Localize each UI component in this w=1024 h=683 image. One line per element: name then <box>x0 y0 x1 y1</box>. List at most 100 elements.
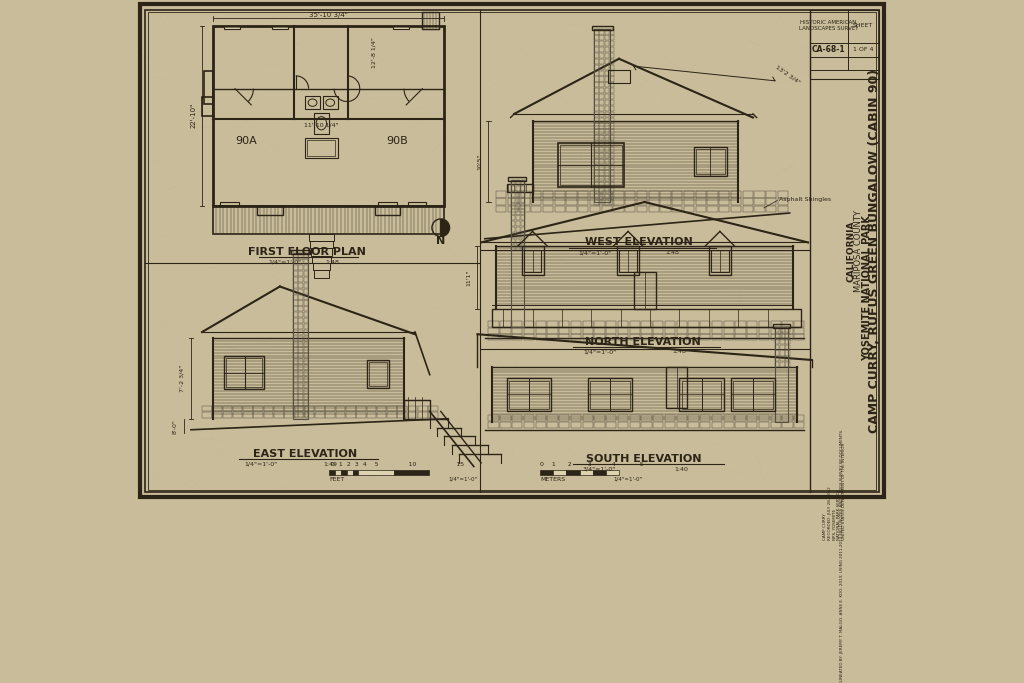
Bar <box>810 10 879 79</box>
Bar <box>794 328 805 333</box>
Bar <box>295 412 304 418</box>
Bar <box>755 191 765 197</box>
Bar <box>641 321 651 327</box>
Bar <box>397 406 407 411</box>
Bar <box>731 198 741 205</box>
Bar <box>511 227 515 232</box>
Bar <box>604 100 609 105</box>
Bar <box>735 321 745 327</box>
Bar <box>232 406 243 411</box>
Bar <box>293 301 298 305</box>
Bar <box>559 328 569 333</box>
Bar <box>264 406 273 411</box>
Bar <box>547 321 557 327</box>
Bar <box>604 111 609 117</box>
Bar <box>609 200 614 205</box>
Bar <box>370 362 387 386</box>
Bar <box>521 245 525 250</box>
Text: N: N <box>436 236 445 246</box>
Bar <box>303 377 308 382</box>
Bar <box>313 263 330 270</box>
Bar <box>274 406 284 411</box>
Bar <box>516 233 520 238</box>
Bar <box>599 88 604 94</box>
Bar <box>609 182 614 187</box>
Bar <box>609 124 614 128</box>
Bar <box>593 470 606 475</box>
Bar <box>202 406 212 411</box>
Text: 0  1  2  3  4    5               10                    15: 0 1 2 3 4 5 10 15 <box>331 462 464 467</box>
Bar <box>213 26 444 206</box>
Bar <box>609 158 614 164</box>
Bar <box>536 415 546 421</box>
Bar <box>570 415 581 421</box>
Bar <box>298 301 303 305</box>
Bar <box>303 365 308 370</box>
Bar <box>594 421 604 428</box>
Bar <box>766 206 776 212</box>
Bar <box>609 29 614 35</box>
Bar <box>604 171 609 176</box>
Bar <box>594 100 599 105</box>
Bar <box>724 421 734 428</box>
Bar <box>712 328 722 333</box>
Bar <box>377 406 386 411</box>
Bar <box>558 143 625 187</box>
Bar <box>422 26 438 29</box>
Bar <box>594 147 599 152</box>
Bar <box>771 334 781 340</box>
Bar <box>599 153 604 158</box>
Text: 1/4"=1'-0": 1/4"=1'-0" <box>268 260 301 265</box>
Bar <box>748 328 758 333</box>
Bar <box>303 342 308 347</box>
Bar <box>516 210 520 214</box>
Bar <box>531 191 542 197</box>
Bar <box>604 117 609 123</box>
Text: WEST ELEVATION: WEST ELEVATION <box>585 238 693 247</box>
Bar <box>516 204 520 208</box>
Bar <box>653 421 664 428</box>
Bar <box>609 188 614 193</box>
Bar <box>599 158 604 164</box>
Bar <box>298 324 303 329</box>
Bar <box>604 124 609 128</box>
Bar <box>771 421 781 428</box>
Bar <box>609 41 614 46</box>
Bar <box>766 198 776 205</box>
Bar <box>660 206 671 212</box>
Bar <box>303 301 308 305</box>
Bar <box>543 198 553 205</box>
Bar <box>609 59 614 64</box>
Bar <box>303 283 308 288</box>
Bar <box>599 70 604 76</box>
Bar <box>428 412 438 418</box>
Bar <box>511 192 515 197</box>
Bar <box>298 377 303 382</box>
Bar <box>511 180 523 327</box>
Bar <box>293 253 308 419</box>
Bar <box>677 334 687 340</box>
Bar <box>620 250 637 272</box>
Bar <box>604 182 609 187</box>
Bar <box>667 367 687 408</box>
Bar <box>303 382 308 388</box>
Bar <box>637 198 647 205</box>
Bar <box>613 198 624 205</box>
Bar <box>418 406 427 411</box>
Bar <box>606 470 620 475</box>
Bar <box>559 421 569 428</box>
Text: 35'-10 3/4": 35'-10 3/4" <box>309 12 348 18</box>
Bar <box>785 344 790 350</box>
Bar <box>243 406 253 411</box>
Bar <box>775 333 779 338</box>
Bar <box>298 307 303 311</box>
Bar <box>488 321 499 327</box>
Bar <box>599 182 604 187</box>
Text: DELINEATED BY: JEREMY T. MALGO, ANNE E. KOO, 2013; USING 2011-2013 FIELD NOTES A: DELINEATED BY: JEREMY T. MALGO, ANNE E. … <box>840 428 844 683</box>
Bar <box>594 47 599 52</box>
Bar <box>759 415 769 421</box>
Bar <box>496 191 506 197</box>
Bar <box>488 421 499 428</box>
Text: 1:40: 1:40 <box>674 467 688 472</box>
Bar <box>694 147 727 176</box>
